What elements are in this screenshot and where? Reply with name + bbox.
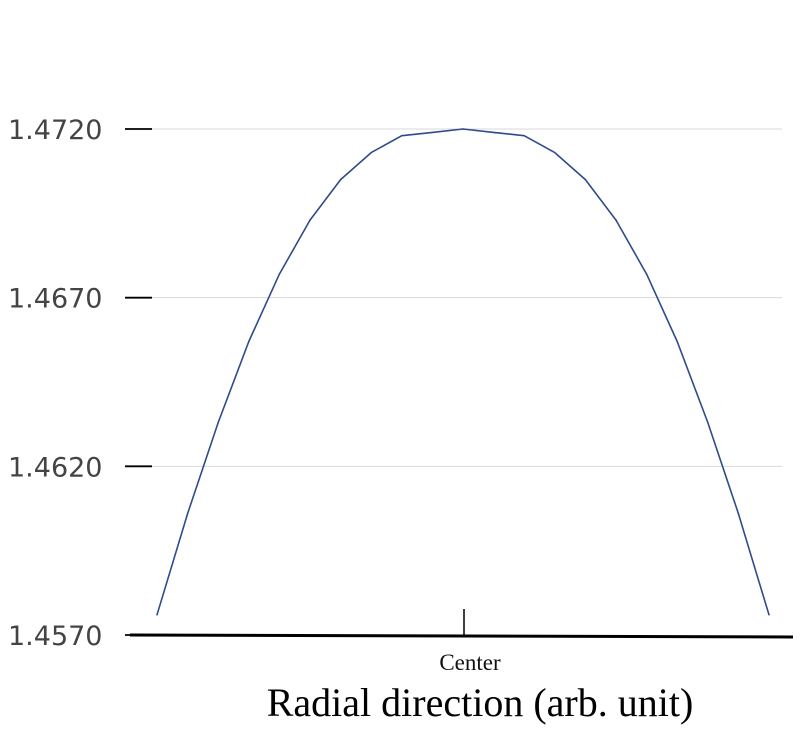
series-point	[370, 151, 373, 154]
series-point	[584, 178, 587, 181]
series-line	[156, 128, 770, 616]
series-point	[248, 340, 250, 343]
series-point	[401, 134, 403, 137]
series-point	[186, 512, 189, 515]
series-point	[309, 219, 311, 221]
series-point	[217, 421, 219, 424]
series-point	[462, 128, 464, 130]
series-point	[707, 421, 709, 424]
y-tick-label: 1.4570	[8, 621, 102, 652]
series-points	[156, 128, 770, 616]
series-point	[278, 273, 281, 275]
series-point	[645, 273, 648, 275]
y-axis: 1.4570 1.4620 1.4670 1.4720	[8, 115, 152, 652]
series-point	[768, 613, 770, 616]
series-point	[492, 131, 495, 134]
series-point	[431, 131, 434, 134]
series-point	[615, 219, 617, 221]
x-axis-line	[129, 633, 794, 639]
series-point	[339, 178, 342, 181]
series-point	[554, 151, 556, 154]
series-point	[523, 134, 525, 137]
x-axis-title: Radial direction (arb. unit)	[267, 680, 694, 725]
x-category-label: Center	[439, 650, 501, 675]
series-point	[737, 512, 740, 515]
gridlines	[130, 128, 782, 467]
series-point	[156, 613, 158, 616]
y-tick-label: 1.4720	[8, 115, 102, 146]
series-point	[676, 340, 678, 343]
y-tick-label: 1.4620	[8, 452, 102, 483]
y-tick-label: 1.4670	[8, 284, 102, 315]
